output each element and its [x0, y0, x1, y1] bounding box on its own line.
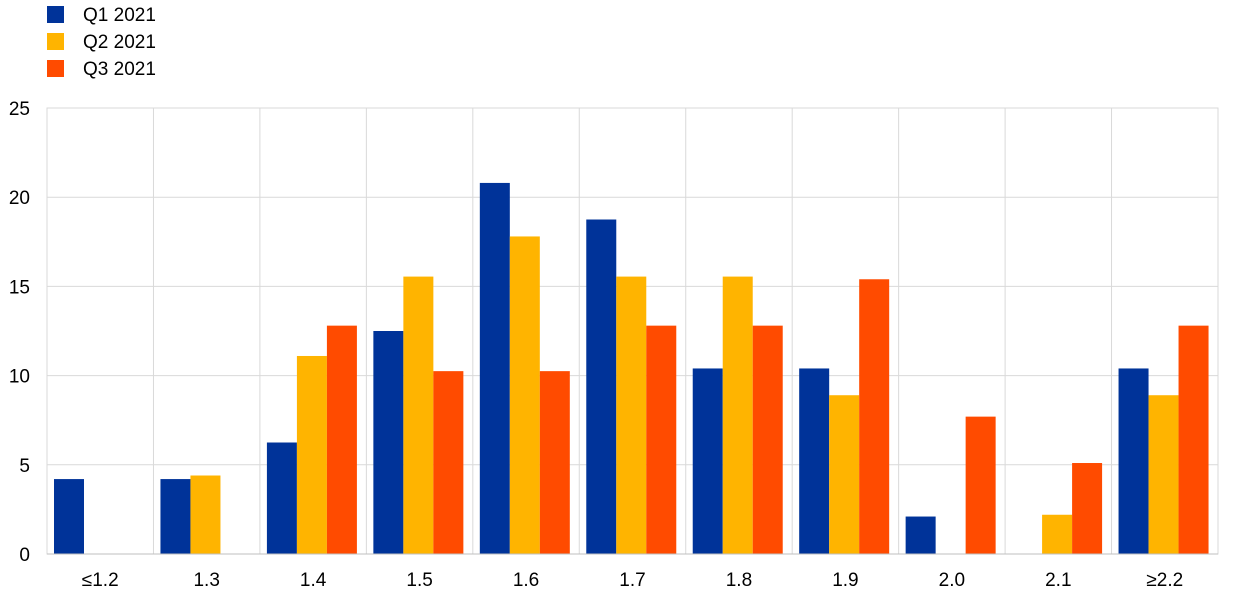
x-tick-label: ≤1.2 — [82, 570, 119, 591]
bar-q2-2021-3 — [403, 276, 434, 554]
bar-q2-2021-10 — [1148, 395, 1179, 554]
x-tick-label: 1.3 — [193, 570, 219, 591]
y-tick-label: 5 — [19, 456, 30, 477]
y-tick-label: 25 — [9, 99, 30, 120]
bar-q3-2021-7 — [859, 279, 890, 554]
bar-q1-2021-5 — [586, 219, 617, 554]
bar-q3-2021-6 — [752, 325, 783, 554]
bar-q2-2021-9 — [1042, 514, 1073, 554]
bar-q1-2021-7 — [799, 368, 830, 554]
bar-q3-2021-5 — [646, 325, 677, 554]
bar-q1-2021-10 — [1118, 368, 1149, 554]
bar-q3-2021-2 — [326, 325, 357, 554]
bar-q2-2021-6 — [722, 276, 753, 554]
bar-q2-2021-7 — [829, 395, 860, 554]
bar-q3-2021-3 — [433, 371, 464, 554]
bar-q3-2021-10 — [1178, 325, 1209, 554]
legend: Q1 2021 Q2 2021 Q3 2021 — [47, 5, 156, 80]
bar-q1-2021-8 — [905, 516, 936, 554]
axes: 0 5 10 15 20 25 ≤1.2 1.3 1.4 1.5 1.6 1.7 1.8 1.9 2.0 2.… — [9, 99, 1218, 591]
legend-label: Q3 2021 — [83, 59, 156, 80]
bar-q1-2021-4 — [479, 182, 510, 555]
y-tick-label: 0 — [19, 545, 30, 566]
legend-swatch — [47, 60, 64, 77]
legend-swatch — [47, 33, 64, 50]
bar-q1-2021-3 — [373, 331, 404, 554]
bar-q1-2021-0 — [54, 479, 84, 554]
x-tick-label: 1.9 — [832, 570, 858, 591]
bar-q1-2021-2 — [266, 442, 297, 554]
legend-label: Q2 2021 — [83, 32, 156, 53]
bar-q2-2021-4 — [509, 236, 540, 554]
x-tick-label: ≥2.2 — [1146, 570, 1183, 591]
bar-q1-2021-1 — [160, 479, 191, 554]
y-tick-label: 10 — [9, 367, 30, 388]
legend-swatch — [47, 6, 64, 23]
legend-label: Q1 2021 — [83, 5, 156, 26]
bar-q3-2021-9 — [1072, 463, 1103, 554]
x-tick-label: 1.6 — [513, 570, 539, 591]
bars — [54, 182, 1209, 555]
bar-q2-2021-2 — [296, 355, 327, 554]
x-tick-label: 1.5 — [406, 570, 432, 591]
bar-q2-2021-1 — [190, 475, 221, 554]
bar-q1-2021-6 — [692, 368, 723, 554]
x-tick-label: 2.1 — [1045, 570, 1071, 591]
bar-q3-2021-8 — [965, 416, 996, 554]
x-tick-label: 1.4 — [300, 570, 327, 591]
y-tick-label: 20 — [9, 188, 30, 209]
y-tick-label: 15 — [9, 277, 30, 298]
x-tick-label: 1.8 — [726, 570, 752, 591]
bar-q2-2021-5 — [616, 276, 647, 554]
x-tick-label: 2.0 — [939, 570, 965, 591]
x-tick-label: 1.7 — [619, 570, 645, 591]
bar-q3-2021-4 — [539, 371, 570, 554]
